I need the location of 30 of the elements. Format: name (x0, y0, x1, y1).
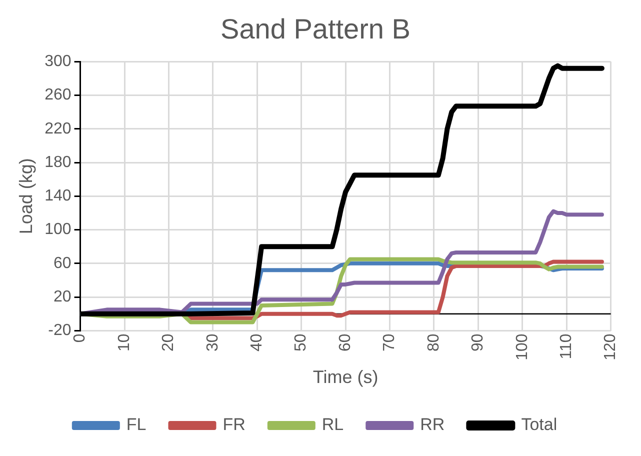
x-tick-label: 60 (336, 334, 354, 352)
x-tick-label: 70 (381, 334, 398, 352)
x-tick-label: 120 (602, 334, 620, 360)
x-axis-title: Time (s) (312, 367, 378, 388)
y-tick-label: 300 (44, 53, 72, 70)
x-tick-label: 90 (470, 334, 487, 352)
legend-label: FR (222, 415, 246, 434)
x-tick-label: 110 (558, 334, 575, 360)
y-tick-label: 260 (44, 86, 72, 104)
chart-title: Sand Pattern B (220, 14, 410, 45)
y-tick-label: 220 (44, 120, 72, 138)
y-tick-label: 140 (44, 188, 72, 205)
legend-label: Total (521, 415, 558, 434)
x-tick-label: 10 (116, 334, 133, 352)
legend-label: FL (126, 415, 146, 434)
y-tick-label: 20 (54, 288, 72, 306)
x-tick-label: 30 (204, 334, 222, 352)
x-tick-label: 100 (514, 334, 531, 360)
y-tick-label: 60 (54, 254, 72, 272)
y-tick-label: 180 (44, 154, 72, 171)
y-tick-label: -20 (48, 322, 72, 340)
x-tick-label: 20 (160, 334, 178, 352)
y-tick-label: 100 (44, 221, 72, 238)
legend-label: RL (322, 415, 344, 434)
x-tick-label: 40 (248, 334, 266, 352)
y-axis-title: Load (kg) (16, 158, 36, 234)
x-tick-label: 0 (72, 334, 89, 343)
x-tick-label: 50 (292, 334, 310, 352)
x-tick-label: 80 (425, 334, 442, 352)
legend-label: RR (420, 415, 445, 434)
